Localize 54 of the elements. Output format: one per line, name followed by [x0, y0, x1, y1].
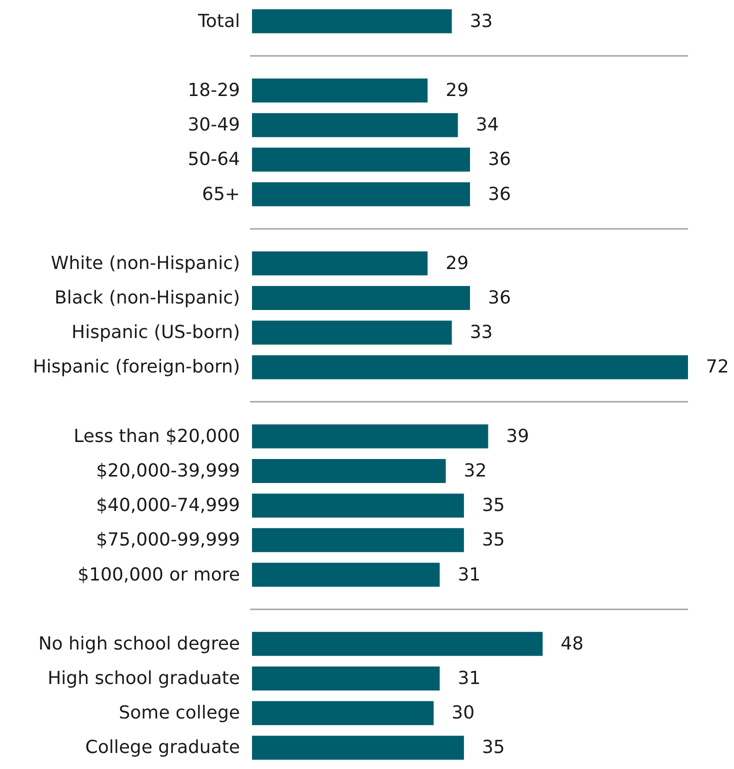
bar — [252, 458, 446, 483]
data-label: 35 — [482, 495, 505, 516]
y-tick-label: College graduate — [85, 737, 240, 758]
y-tick-label: Hispanic (foreign-born) — [32, 356, 240, 378]
y-tick-label: Less than $20,000 — [74, 426, 240, 447]
y-tick-label: Hispanic (US-born) — [72, 322, 240, 344]
data-label: 36 — [488, 149, 511, 170]
data-label: 35 — [482, 530, 505, 551]
y-tick-label: Black (non-Hispanic) — [54, 288, 240, 309]
bar — [252, 666, 440, 691]
data-label: 31 — [458, 564, 481, 586]
bar — [252, 632, 543, 656]
y-tick-label: $75,000-99,999 — [96, 530, 240, 551]
bar — [252, 701, 434, 726]
bar — [252, 286, 470, 310]
bar — [252, 78, 428, 102]
bar — [252, 148, 470, 172]
data-label: 30 — [452, 702, 475, 724]
bar — [252, 9, 452, 34]
y-tick-label: $40,000-74,999 — [96, 495, 240, 516]
data-label: 72 — [706, 356, 729, 378]
y-tick-label: 18-29 — [188, 80, 240, 101]
data-label: 48 — [560, 633, 584, 654]
data-label: 29 — [446, 252, 469, 274]
bar — [252, 251, 428, 276]
data-label: 33 — [470, 322, 493, 344]
y-tick-label: 50-64 — [188, 149, 240, 170]
bar — [252, 494, 464, 518]
y-tick-label: 65+ — [202, 184, 240, 205]
data-label: 34 — [476, 114, 499, 136]
data-label: 29 — [446, 80, 469, 101]
bar — [252, 528, 464, 552]
bar — [252, 736, 464, 760]
data-label: 35 — [482, 737, 505, 758]
y-tick-label: Some college — [118, 702, 240, 724]
bar — [252, 424, 488, 448]
bar — [252, 355, 688, 380]
data-label: 36 — [488, 184, 511, 205]
data-label: 33 — [470, 10, 493, 32]
y-tick-label: $100,000 or more — [78, 564, 240, 586]
data-label: 32 — [464, 460, 487, 482]
y-tick-label: White (non-Hispanic) — [50, 252, 240, 274]
data-label: 36 — [488, 288, 511, 309]
y-tick-label: High school graduate — [48, 668, 240, 690]
bar — [252, 182, 470, 206]
y-tick-label: 30-49 — [188, 114, 240, 136]
bar — [252, 320, 452, 345]
y-tick-label: Total — [196, 10, 240, 32]
data-label: 39 — [506, 426, 530, 447]
y-tick-label: No high school degree — [38, 633, 240, 654]
data-label: 31 — [458, 668, 481, 690]
bar — [252, 113, 458, 138]
y-tick-label: $20,000-39,999 — [96, 460, 240, 482]
bar — [252, 562, 440, 587]
